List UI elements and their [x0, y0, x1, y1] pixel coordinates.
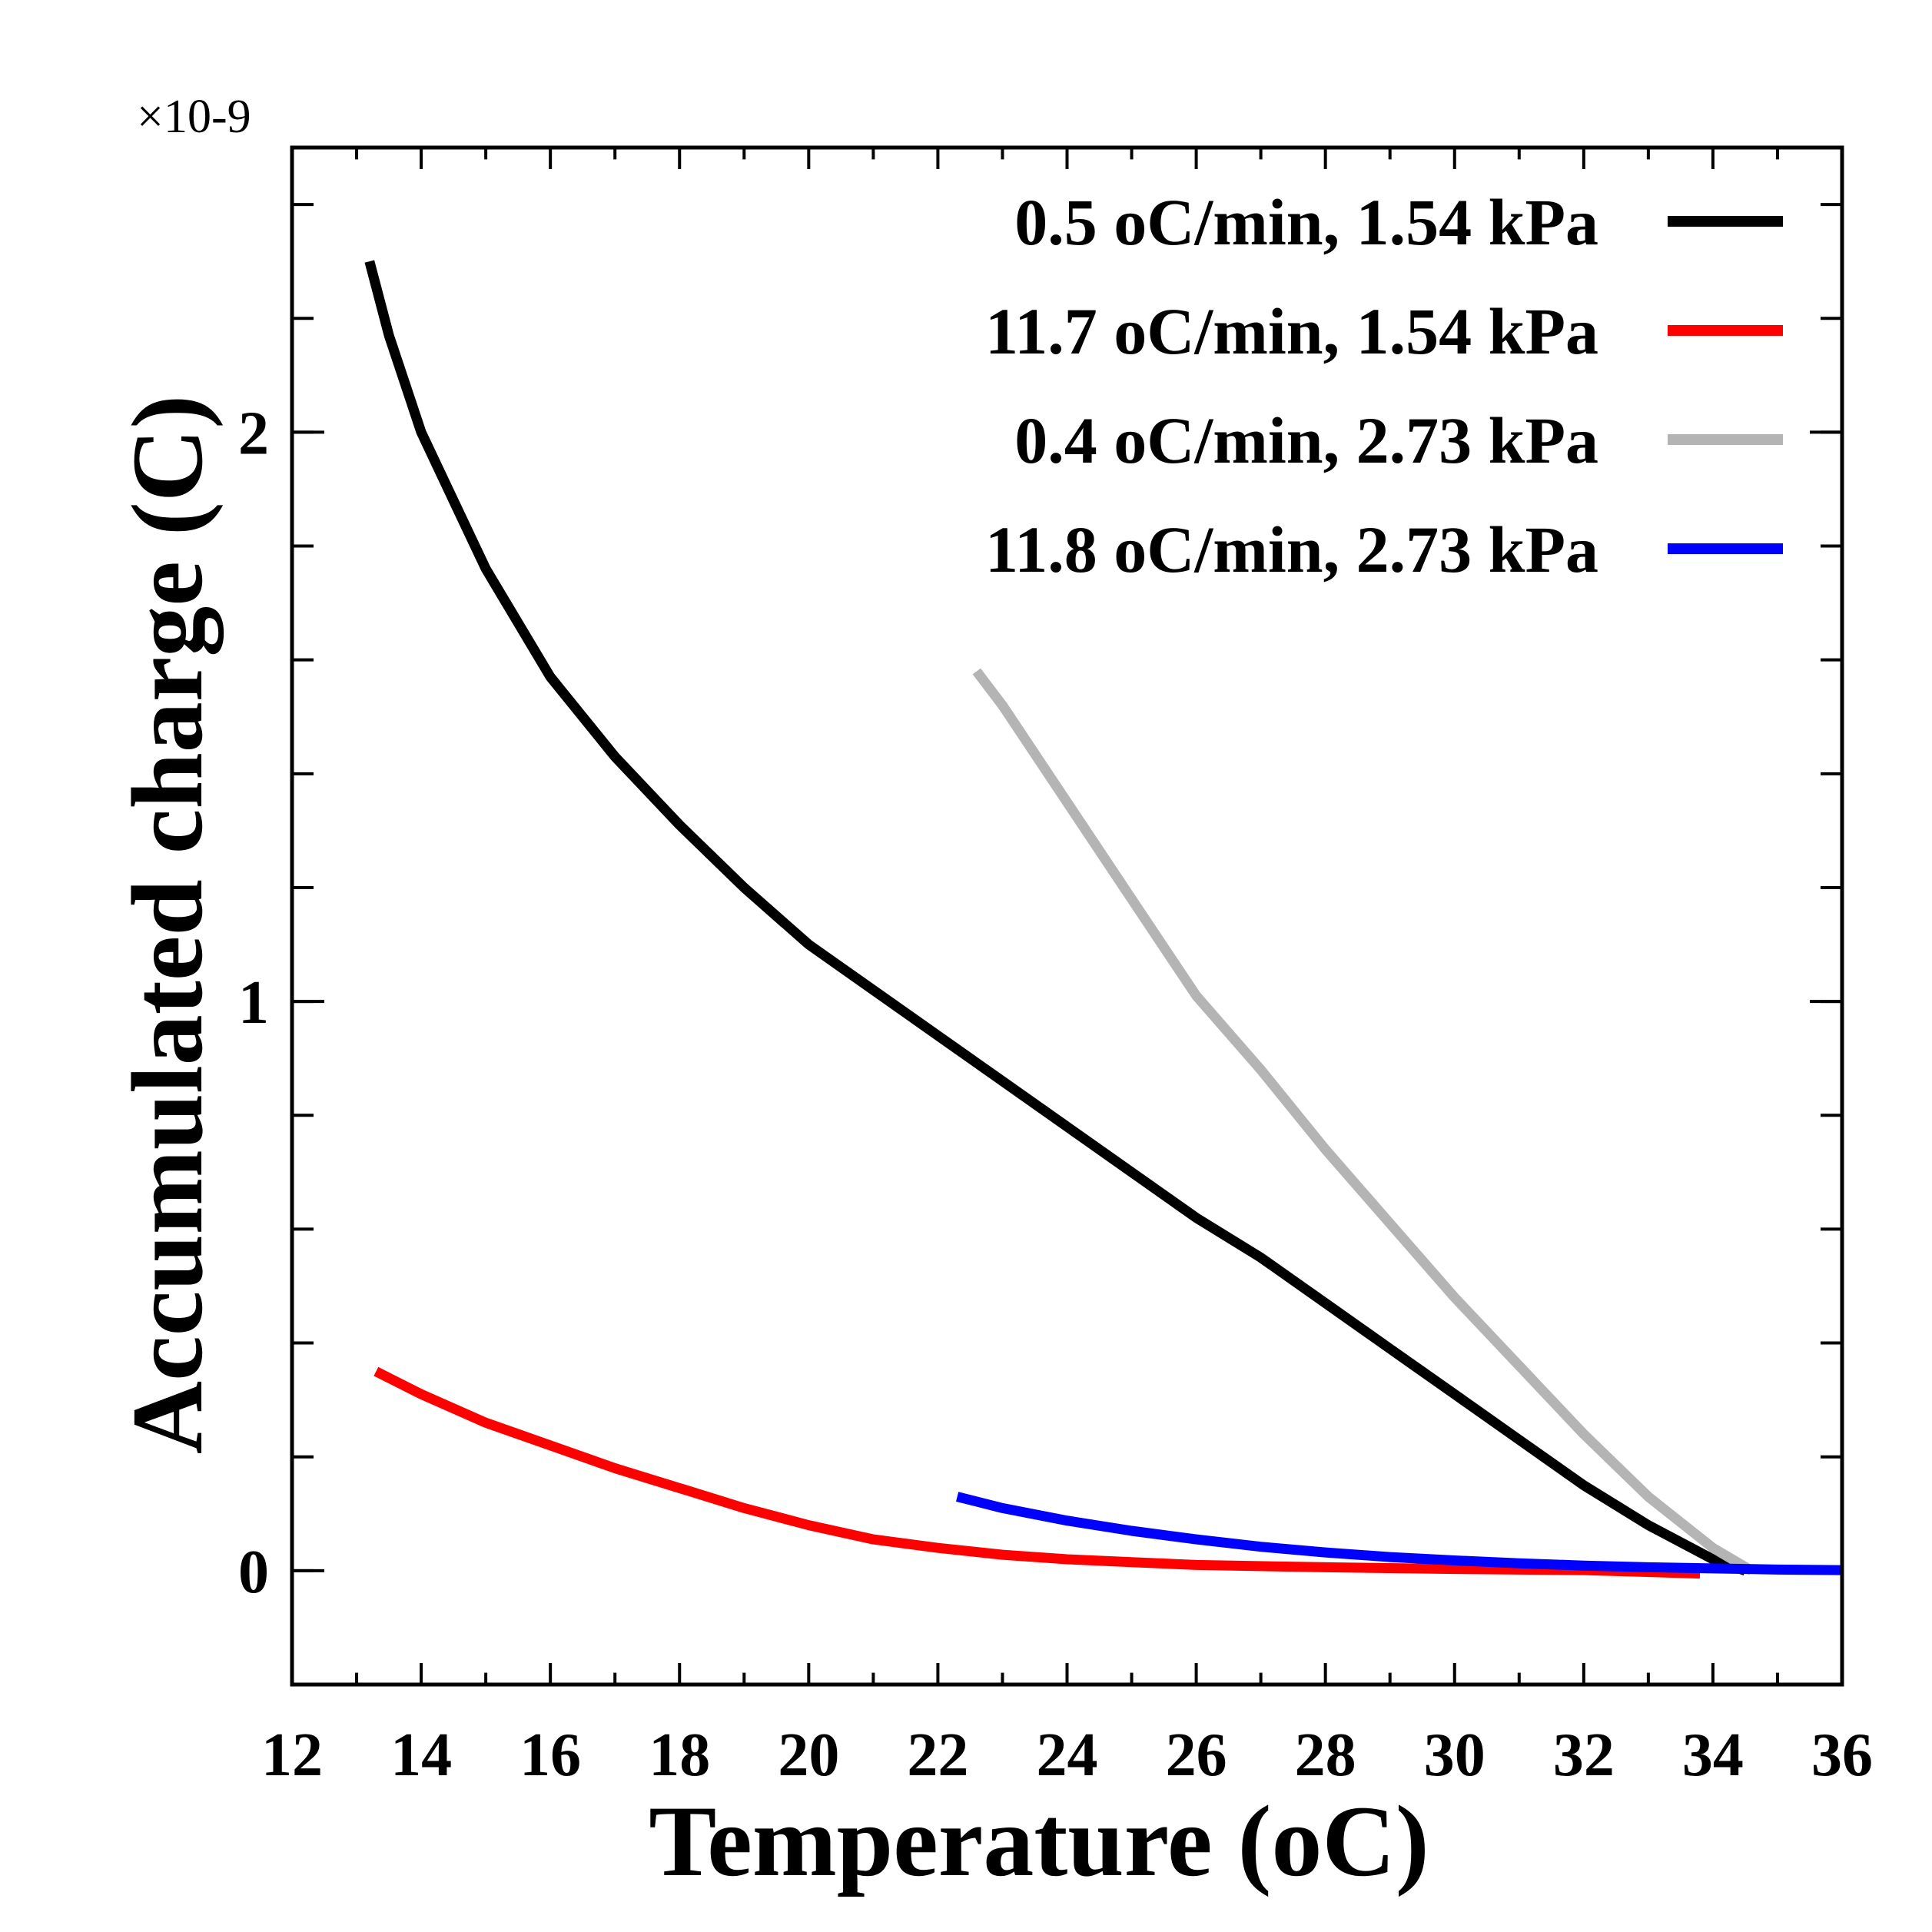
- x-tick-label: 22: [907, 1721, 968, 1789]
- x-tick-label: 32: [1553, 1721, 1615, 1789]
- x-tick-label: 16: [520, 1721, 581, 1789]
- series-layer: [364, 260, 1843, 1579]
- series-line-1: [364, 260, 1748, 1576]
- series-line-4: [956, 1492, 1843, 1575]
- y-axis-title: Accumulated charge (C): [111, 395, 224, 1454]
- x-tick-label: 28: [1295, 1721, 1356, 1789]
- x-tick-label: 18: [649, 1721, 710, 1789]
- x-tick-label: 14: [390, 1721, 452, 1789]
- x-axis-title: Temperature (oC): [649, 1784, 1429, 1897]
- legend-label-2: 11.7 oC/min, 1.54 kPa: [985, 294, 1598, 368]
- x-tick-label: 20: [778, 1721, 839, 1789]
- x-tick-label: 34: [1682, 1721, 1744, 1789]
- series-line-2: [373, 1366, 1701, 1579]
- y-multiplier: ×10-9: [137, 91, 251, 143]
- x-tick-label: 12: [261, 1721, 323, 1789]
- x-tick-label: 36: [1811, 1721, 1873, 1789]
- legend: 0.5 oC/min, 1.54 kPa 11.7 oC/min, 1.54 kP…: [985, 185, 1783, 586]
- series-line-3: [972, 668, 1754, 1575]
- plot-frame: [290, 145, 1844, 1687]
- legend-label-1: 0.5 oC/min, 1.54 kPa: [1014, 185, 1598, 259]
- legend-label-4: 11.8 oC/min, 2.73 kPa: [985, 513, 1598, 586]
- x-tick-label: 24: [1037, 1721, 1098, 1789]
- y-tick-label: 1: [238, 969, 269, 1037]
- x-tick-label: 30: [1424, 1721, 1486, 1789]
- x-tick-label: 26: [1166, 1721, 1227, 1789]
- legend-label-3: 0.4 oC/min, 2.73 kPa: [1014, 403, 1598, 477]
- y-tick-label: 2: [238, 400, 269, 467]
- y-tick-label: 0: [238, 1539, 269, 1606]
